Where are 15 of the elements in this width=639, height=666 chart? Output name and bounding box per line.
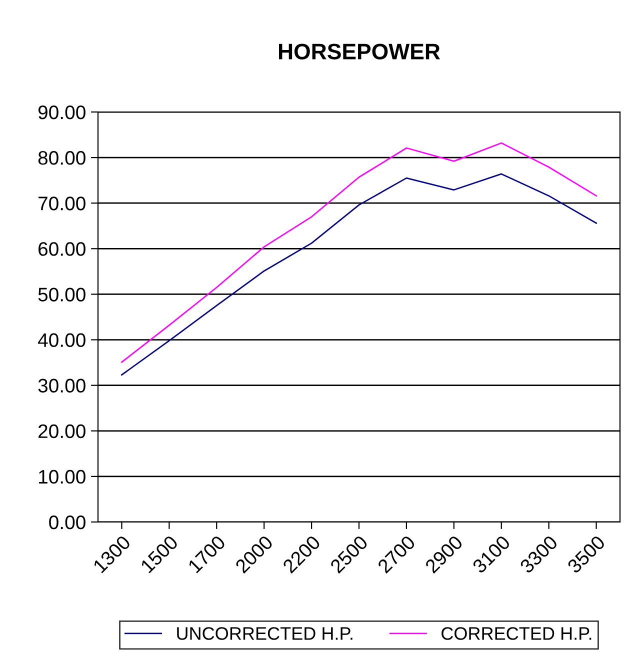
y-tick-label: 80.00 [38, 151, 86, 165]
legend-label: UNCORRECTED H.P. [177, 627, 352, 640]
y-tick-label: 70.00 [38, 196, 86, 210]
chart-title: HORSEPOWER [278, 44, 440, 60]
line-series [121, 173, 597, 376]
legend-label: CORRECTED H.P. [442, 627, 592, 640]
y-tick-label: 10.00 [39, 470, 86, 484]
y-tick-label: 40.00 [38, 333, 86, 348]
y-tick-label: 0.00 [49, 515, 86, 530]
y-tick-label: 90.00 [38, 105, 86, 120]
y-tick-label: 20.00 [38, 424, 86, 438]
line-series [121, 142, 597, 363]
y-tick-label: 60.00 [38, 242, 86, 256]
y-tick-label: 30.00 [38, 378, 86, 393]
y-tick-label: 50.00 [38, 288, 86, 302]
